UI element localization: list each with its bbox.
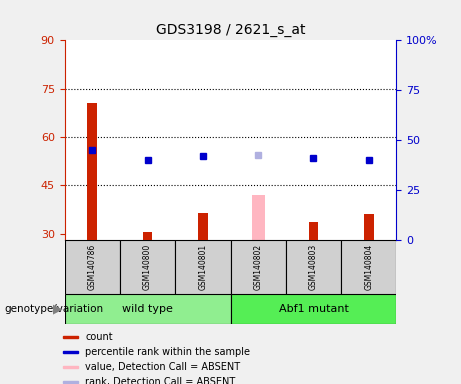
Text: ▶: ▶ [53, 303, 63, 316]
Bar [252, 195, 265, 240]
Bar [65, 240, 120, 294]
Text: GSM140803: GSM140803 [309, 244, 318, 290]
Title: GDS3198 / 2621_s_at: GDS3198 / 2621_s_at [156, 23, 305, 36]
Text: GSM140786: GSM140786 [88, 244, 97, 290]
Text: Abf1 mutant: Abf1 mutant [278, 304, 349, 314]
Bar [120, 240, 175, 294]
Text: percentile rank within the sample: percentile rank within the sample [85, 347, 250, 357]
Text: wild type: wild type [122, 304, 173, 314]
Bar [63, 351, 78, 353]
Text: GSM140800: GSM140800 [143, 244, 152, 290]
Bar [286, 240, 341, 294]
Text: GSM140804: GSM140804 [364, 244, 373, 290]
Bar [364, 214, 374, 240]
Text: rank, Detection Call = ABSENT: rank, Detection Call = ABSENT [85, 377, 235, 384]
Text: genotype/variation: genotype/variation [5, 304, 104, 314]
Text: GSM140802: GSM140802 [254, 244, 263, 290]
Text: GSM140801: GSM140801 [198, 244, 207, 290]
Text: count: count [85, 332, 112, 342]
Bar [230, 294, 396, 324]
Bar [63, 381, 78, 383]
Bar [142, 232, 153, 240]
Bar [63, 366, 78, 368]
Text: value, Detection Call = ABSENT: value, Detection Call = ABSENT [85, 362, 240, 372]
Bar [308, 222, 319, 240]
Bar [341, 240, 396, 294]
Bar [87, 103, 97, 240]
Bar [175, 240, 230, 294]
Bar [63, 336, 78, 338]
Bar [230, 240, 286, 294]
Bar [65, 294, 230, 324]
Bar [198, 213, 208, 240]
